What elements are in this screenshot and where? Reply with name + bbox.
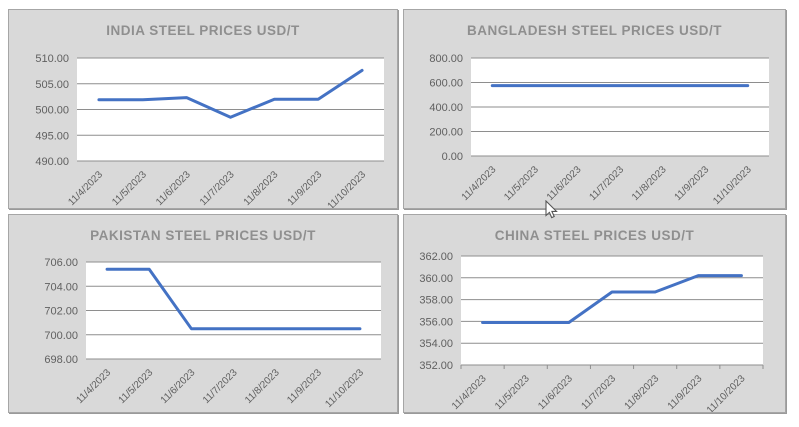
svg-text:11/4/2023: 11/4/2023 <box>450 373 489 412</box>
svg-text:0.00: 0.00 <box>442 151 463 163</box>
pakistan-chart-title: PAKISTAN STEEL PRICES USD/T <box>90 228 316 243</box>
svg-text:11/4/2023: 11/4/2023 <box>460 164 499 203</box>
svg-text:11/8/2023: 11/8/2023 <box>243 367 282 406</box>
pakistan-chart-panel: PAKISTAN STEEL PRICES USD/T 706.00 704.00… <box>8 214 398 413</box>
bangladesh-chart-title: BANGLADESH STEEL PRICES USD/T <box>466 23 723 38</box>
svg-text:11/8/2023: 11/8/2023 <box>242 169 281 208</box>
svg-text:11/10/2023: 11/10/2023 <box>705 373 748 412</box>
svg-text:11/7/2023: 11/7/2023 <box>198 169 237 208</box>
svg-text:11/7/2023: 11/7/2023 <box>201 367 240 406</box>
svg-text:11/6/2023: 11/6/2023 <box>159 367 198 406</box>
svg-text:698.00: 698.00 <box>44 354 78 366</box>
india-chart-panel: INDIA STEEL PRICES USD/T 510.00 505.00 500… <box>8 9 398 209</box>
svg-text:706.00: 706.00 <box>44 257 78 269</box>
svg-text:11/8/2023: 11/8/2023 <box>630 164 669 203</box>
svg-text:11/6/2023: 11/6/2023 <box>536 373 575 412</box>
svg-text:704.00: 704.00 <box>44 281 78 293</box>
svg-text:500.00: 500.00 <box>35 105 69 117</box>
svg-text:11/5/2023: 11/5/2023 <box>110 169 149 208</box>
svg-text:11/4/2023: 11/4/2023 <box>74 367 113 406</box>
svg-text:495.00: 495.00 <box>35 130 69 142</box>
svg-text:702.00: 702.00 <box>44 306 78 318</box>
svg-text:11/4/2023: 11/4/2023 <box>66 169 105 208</box>
svg-text:490.00: 490.00 <box>35 156 69 168</box>
svg-text:600.00: 600.00 <box>429 78 463 90</box>
india-chart-title: INDIA STEEL PRICES USD/T <box>106 23 300 38</box>
svg-text:11/8/2023: 11/8/2023 <box>623 373 662 412</box>
svg-text:11/9/2023: 11/9/2023 <box>285 367 324 406</box>
svg-text:800.00: 800.00 <box>429 53 463 65</box>
svg-text:200.00: 200.00 <box>429 127 463 139</box>
svg-text:11/7/2023: 11/7/2023 <box>579 373 618 412</box>
svg-text:11/5/2023: 11/5/2023 <box>117 367 156 406</box>
svg-text:11/6/2023: 11/6/2023 <box>545 164 584 203</box>
svg-text:505.00: 505.00 <box>35 79 69 91</box>
svg-text:11/7/2023: 11/7/2023 <box>587 164 626 203</box>
svg-text:400.00: 400.00 <box>429 102 463 114</box>
svg-text:510.00: 510.00 <box>35 53 69 65</box>
svg-text:11/9/2023: 11/9/2023 <box>286 169 325 208</box>
svg-text:11/9/2023: 11/9/2023 <box>666 373 705 412</box>
china-chart-panel: CHINA STEEL PRICES USD/T 362.00 360.00 358… <box>403 214 786 413</box>
svg-text:11/9/2023: 11/9/2023 <box>673 164 712 203</box>
bangladesh-chart-panel: BANGLADESH STEEL PRICES USD/T 800.00 600.… <box>403 9 786 209</box>
svg-text:362.00: 362.00 <box>419 251 453 263</box>
svg-text:700.00: 700.00 <box>44 330 78 342</box>
svg-text:11/10/2023: 11/10/2023 <box>323 367 366 410</box>
svg-text:11/6/2023: 11/6/2023 <box>154 169 193 208</box>
svg-text:358.00: 358.00 <box>419 295 453 307</box>
svg-text:11/5/2023: 11/5/2023 <box>502 164 541 203</box>
svg-text:11/10/2023: 11/10/2023 <box>326 169 369 208</box>
svg-text:11/5/2023: 11/5/2023 <box>493 373 532 412</box>
china-chart-title: CHINA STEEL PRICES USD/T <box>494 228 695 243</box>
svg-text:356.00: 356.00 <box>419 316 453 328</box>
china-line-chart: 362.00 360.00 358.00 356.00 354.00 352.0011/4… <box>419 251 764 412</box>
svg-text:11/10/2023: 11/10/2023 <box>711 164 754 207</box>
svg-text:360.00: 360.00 <box>419 273 453 285</box>
svg-text:354.00: 354.00 <box>419 338 453 350</box>
svg-text:352.00: 352.00 <box>419 360 453 372</box>
